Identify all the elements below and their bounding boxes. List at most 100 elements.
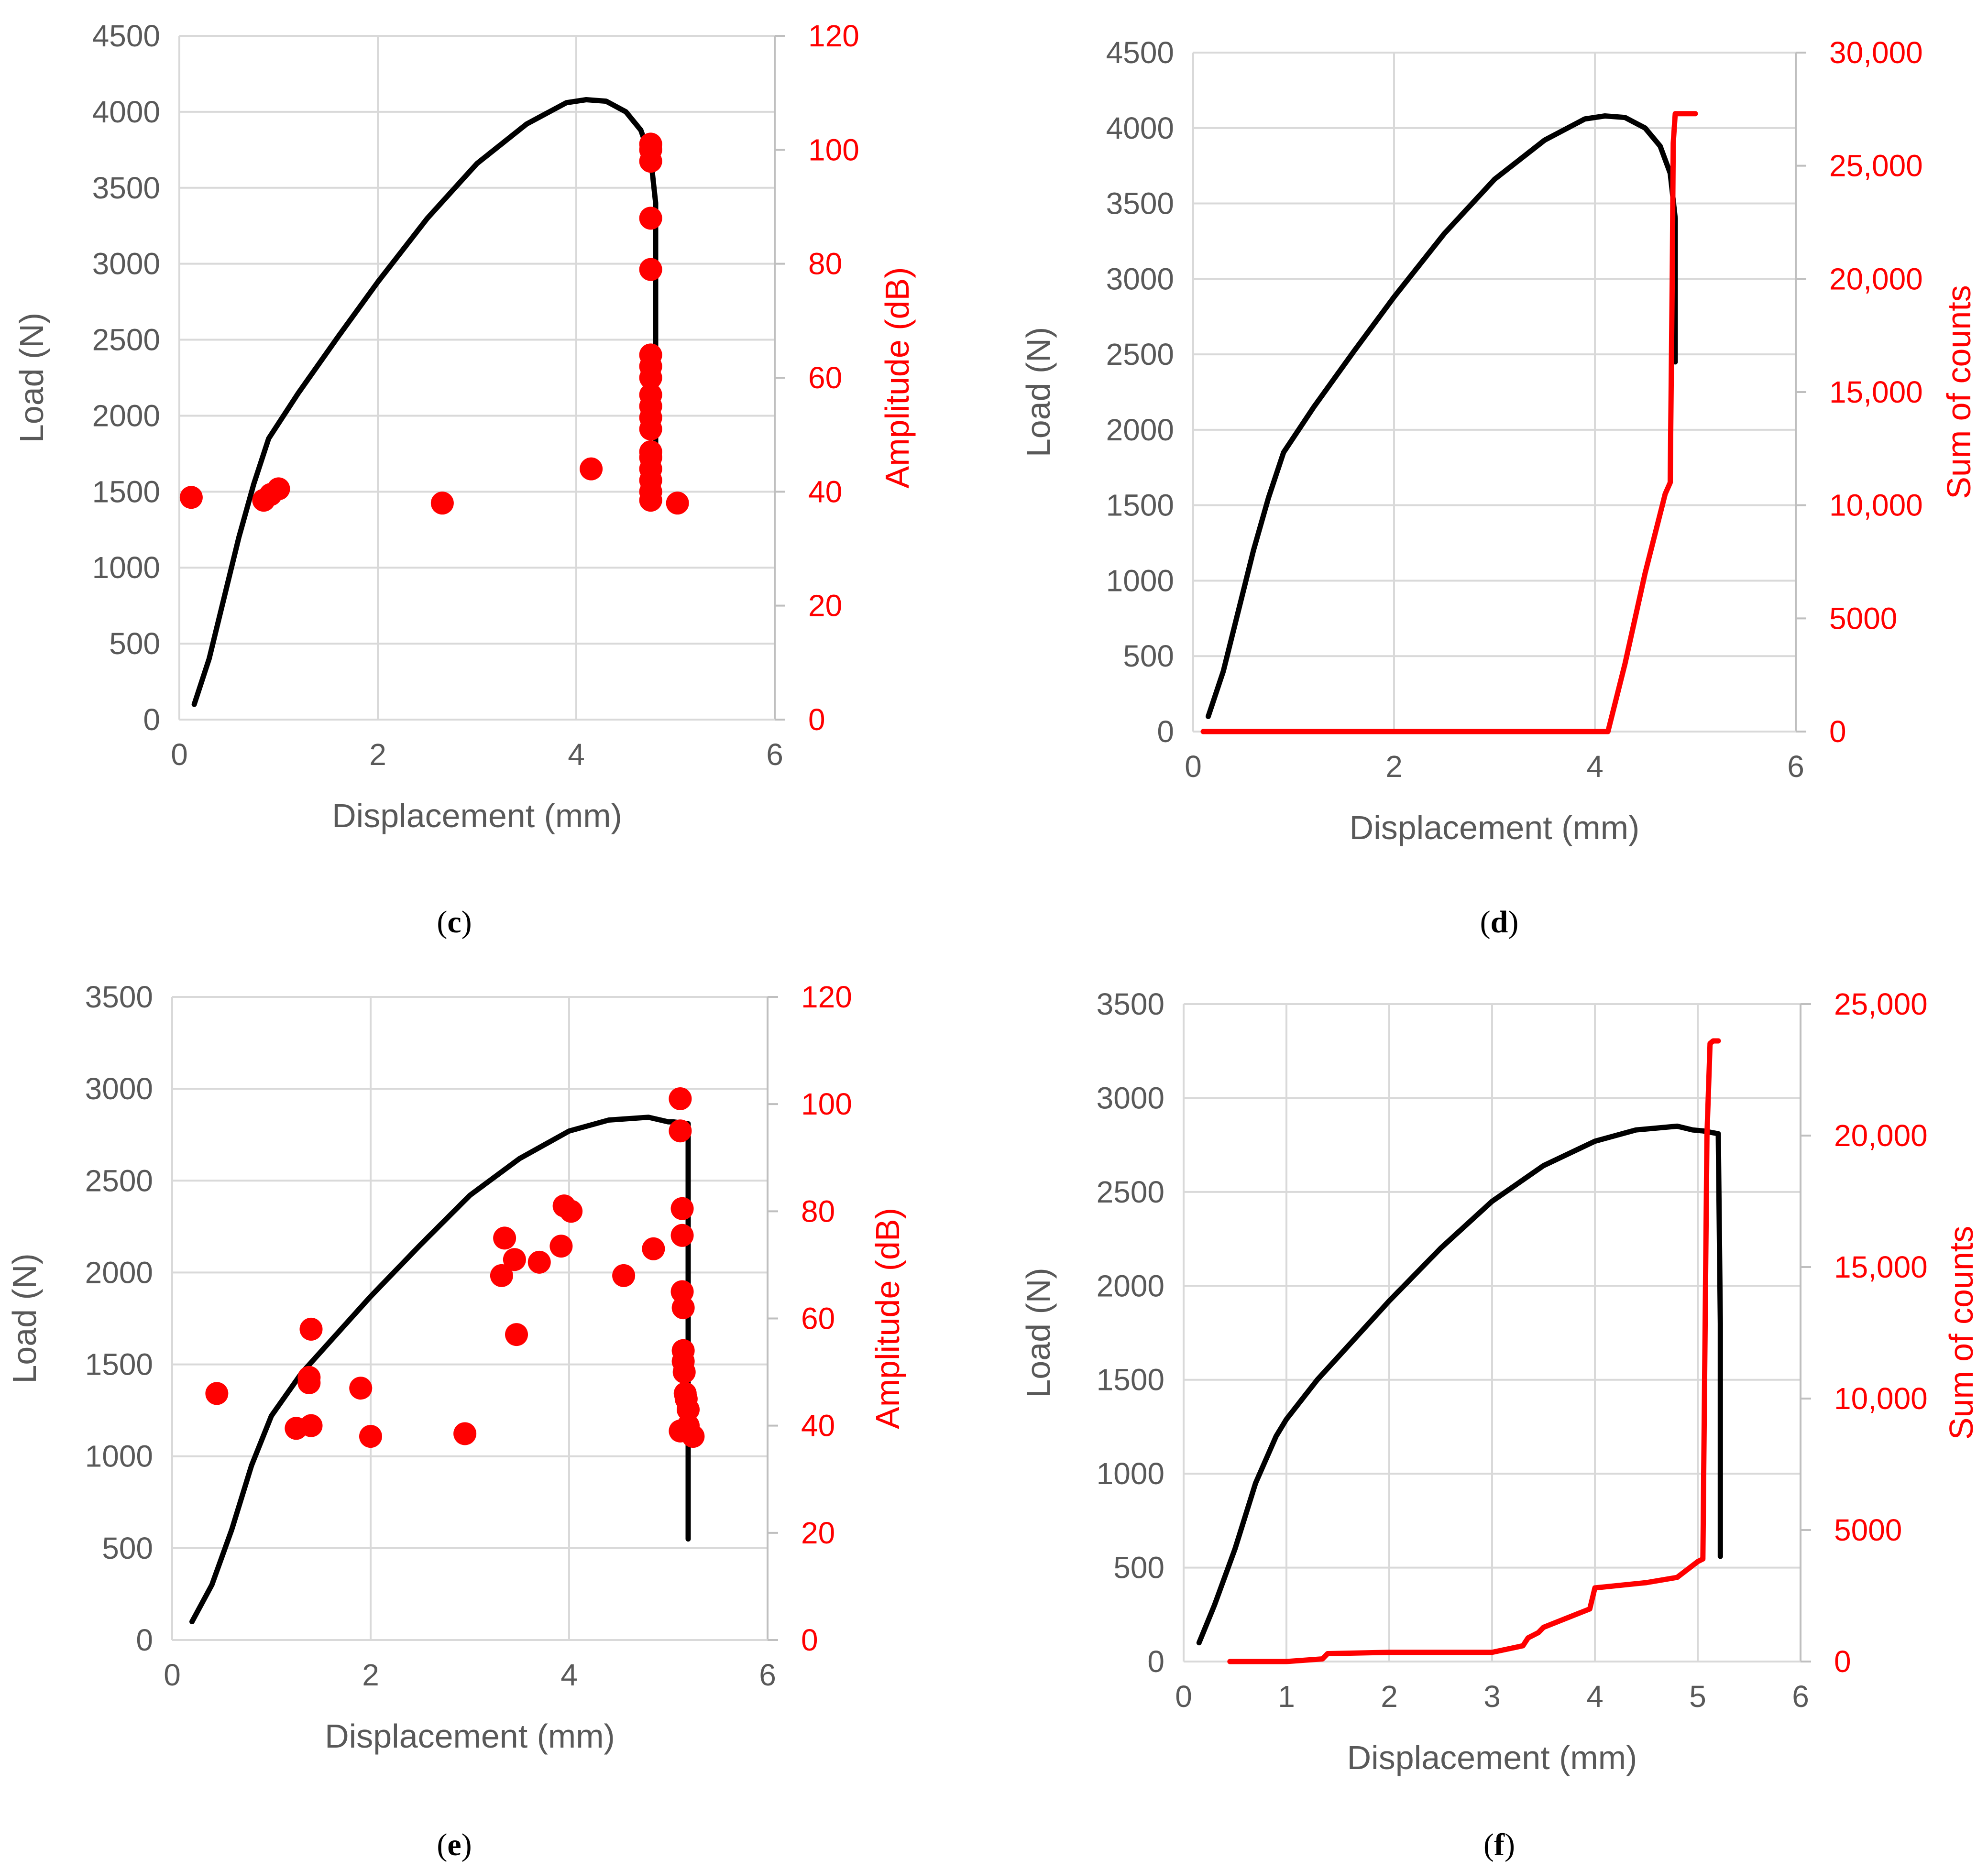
x-tick-label: 0 [164, 1658, 181, 1692]
panel-label: (f) [1483, 1827, 1515, 1862]
amplitude-point [639, 150, 662, 173]
x-tick-label: 4 [560, 1658, 578, 1692]
amplitude-point [299, 1414, 323, 1437]
load-curve [189, 1115, 691, 1625]
panel-letter: c [447, 905, 461, 940]
chart-panel-d: 0 500 1000 1500 2000 2500 3000 3500 4000 4500 0 50… [1020, 35, 1977, 940]
gridlines [1192, 52, 1797, 733]
y2-tick-label: 80 [801, 1194, 835, 1228]
y2-tick-label: 0 [1834, 1644, 1851, 1679]
amplitude-point [267, 477, 290, 501]
y2-tick-label: 60 [808, 361, 842, 395]
x-axis-label: Displacement (mm) [325, 1717, 615, 1755]
y2-tick-label: 0 [808, 702, 825, 737]
y-tick-label: 2000 [1097, 1269, 1164, 1303]
y2-tick-label: 120 [808, 19, 859, 53]
y-tick-label: 1500 [1106, 488, 1174, 523]
y-tick-label: 3000 [85, 1072, 153, 1106]
y-tick-label: 3000 [92, 247, 160, 281]
y2-axis-label: Amplitude (dB) [869, 1208, 906, 1429]
amplitude-point [505, 1323, 528, 1346]
y-tick-label: 2500 [1106, 337, 1174, 372]
x-tick-label: 4 [568, 737, 585, 772]
load-curve [1206, 113, 1678, 719]
amplitude-point [677, 1398, 700, 1422]
y2-tick-label: 20,000 [1829, 262, 1923, 296]
y-tick-label: 2500 [85, 1163, 153, 1198]
x-tick-label: 2 [369, 737, 386, 772]
x-tick-label: 2 [1381, 1679, 1398, 1714]
y-tick-label: 4500 [1106, 35, 1174, 70]
sum-of-counts-curve [1200, 111, 1698, 734]
gridlines [171, 996, 769, 1641]
x-tick-label: 5 [1689, 1679, 1706, 1714]
y2-tick-label: 40 [808, 474, 842, 509]
y-tick-label: 3000 [1097, 1081, 1164, 1115]
amplitude-point [490, 1264, 513, 1287]
y2-axis-label: Amplitude (dB) [879, 267, 916, 489]
y2-tick-label: 15,000 [1829, 375, 1923, 409]
y-tick-label: 4000 [1106, 111, 1174, 145]
left-axis-ticks: 0 500 1000 1500 2000 2500 3000 3500 [85, 980, 153, 1657]
chart-marks [1196, 1038, 1723, 1664]
y2-tick-label: 20,000 [1834, 1118, 1928, 1153]
y-axis-label: Load (N) [1020, 1268, 1057, 1398]
y2-tick-label: 25,000 [1834, 987, 1928, 1021]
x-tick-label: 4 [1586, 749, 1604, 784]
amplitude-point [549, 1235, 573, 1258]
x-tick-label: 0 [171, 737, 188, 772]
panel-letter: f [1494, 1827, 1505, 1862]
amplitude-point [669, 1087, 692, 1110]
y-tick-label: 0 [1147, 1644, 1164, 1679]
amplitude-point [670, 1197, 694, 1220]
amplitude-point [297, 1366, 321, 1389]
y-tick-label: 0 [143, 702, 160, 737]
gridlines [178, 35, 776, 721]
y-tick-label: 4500 [92, 19, 160, 53]
y-axis-label: Load (N) [13, 313, 50, 443]
y2-tick-label: 60 [801, 1301, 835, 1336]
y2-axis-label: Sum of counts [1940, 285, 1977, 499]
amplitude-point [669, 1119, 692, 1143]
panel-label: (d) [1480, 905, 1519, 940]
amplitude-point [639, 207, 662, 230]
y-tick-label: 2500 [92, 323, 160, 357]
y-tick-label: 3500 [92, 171, 160, 205]
y-tick-label: 2000 [1106, 413, 1174, 447]
y2-tick-label: 10,000 [1834, 1381, 1928, 1416]
y-tick-label: 3500 [85, 980, 153, 1014]
chart-marks [189, 1087, 705, 1625]
y-tick-label: 500 [102, 1531, 153, 1565]
y-tick-label: 1000 [92, 550, 160, 585]
y2-tick-label: 0 [1829, 714, 1846, 749]
amplitude-point [580, 457, 603, 481]
y2-tick-label: 25,000 [1829, 149, 1923, 183]
y2-tick-label: 15,000 [1834, 1250, 1928, 1284]
x-tick-label: 6 [1792, 1679, 1809, 1714]
right-axis-ticks: 0 20 40 60 80 100 120 [768, 980, 852, 1657]
y-tick-label: 2000 [85, 1255, 153, 1290]
y2-tick-label: 30,000 [1829, 35, 1923, 70]
amplitude-point [205, 1382, 229, 1405]
y2-tick-label: 5000 [1834, 1513, 1902, 1547]
amplitude-point [670, 1224, 694, 1247]
amplitude-point [669, 1419, 692, 1443]
load-curve [1196, 1123, 1723, 1646]
panel-label: (e) [437, 1827, 472, 1862]
x-axis-label: Displacement (mm) [332, 797, 622, 834]
y2-tick-label: 20 [808, 589, 842, 623]
y-tick-label: 4000 [92, 95, 160, 129]
sum-of-counts-curve [1227, 1038, 1721, 1664]
x-tick-label: 6 [766, 737, 783, 772]
y-tick-label: 500 [1113, 1551, 1164, 1585]
left-axis-ticks: 0 500 1000 1500 2000 2500 3000 3500 [1097, 987, 1164, 1679]
amplitude-point [430, 492, 454, 515]
y-tick-label: 3500 [1097, 987, 1164, 1021]
chart-panel-f: 0 500 1000 1500 2000 2500 3000 3500 0 5000 10,000… [1020, 987, 1980, 1862]
amplitude-point [299, 1317, 323, 1341]
y-tick-label: 3500 [1106, 186, 1174, 221]
amplitude-point [359, 1425, 382, 1448]
x-axis-ticks: 0 2 4 6 [1185, 749, 1804, 784]
right-axis-ticks: 0 5000 10,000 15,000 20,000 25,000 30,000 [1796, 35, 1923, 749]
